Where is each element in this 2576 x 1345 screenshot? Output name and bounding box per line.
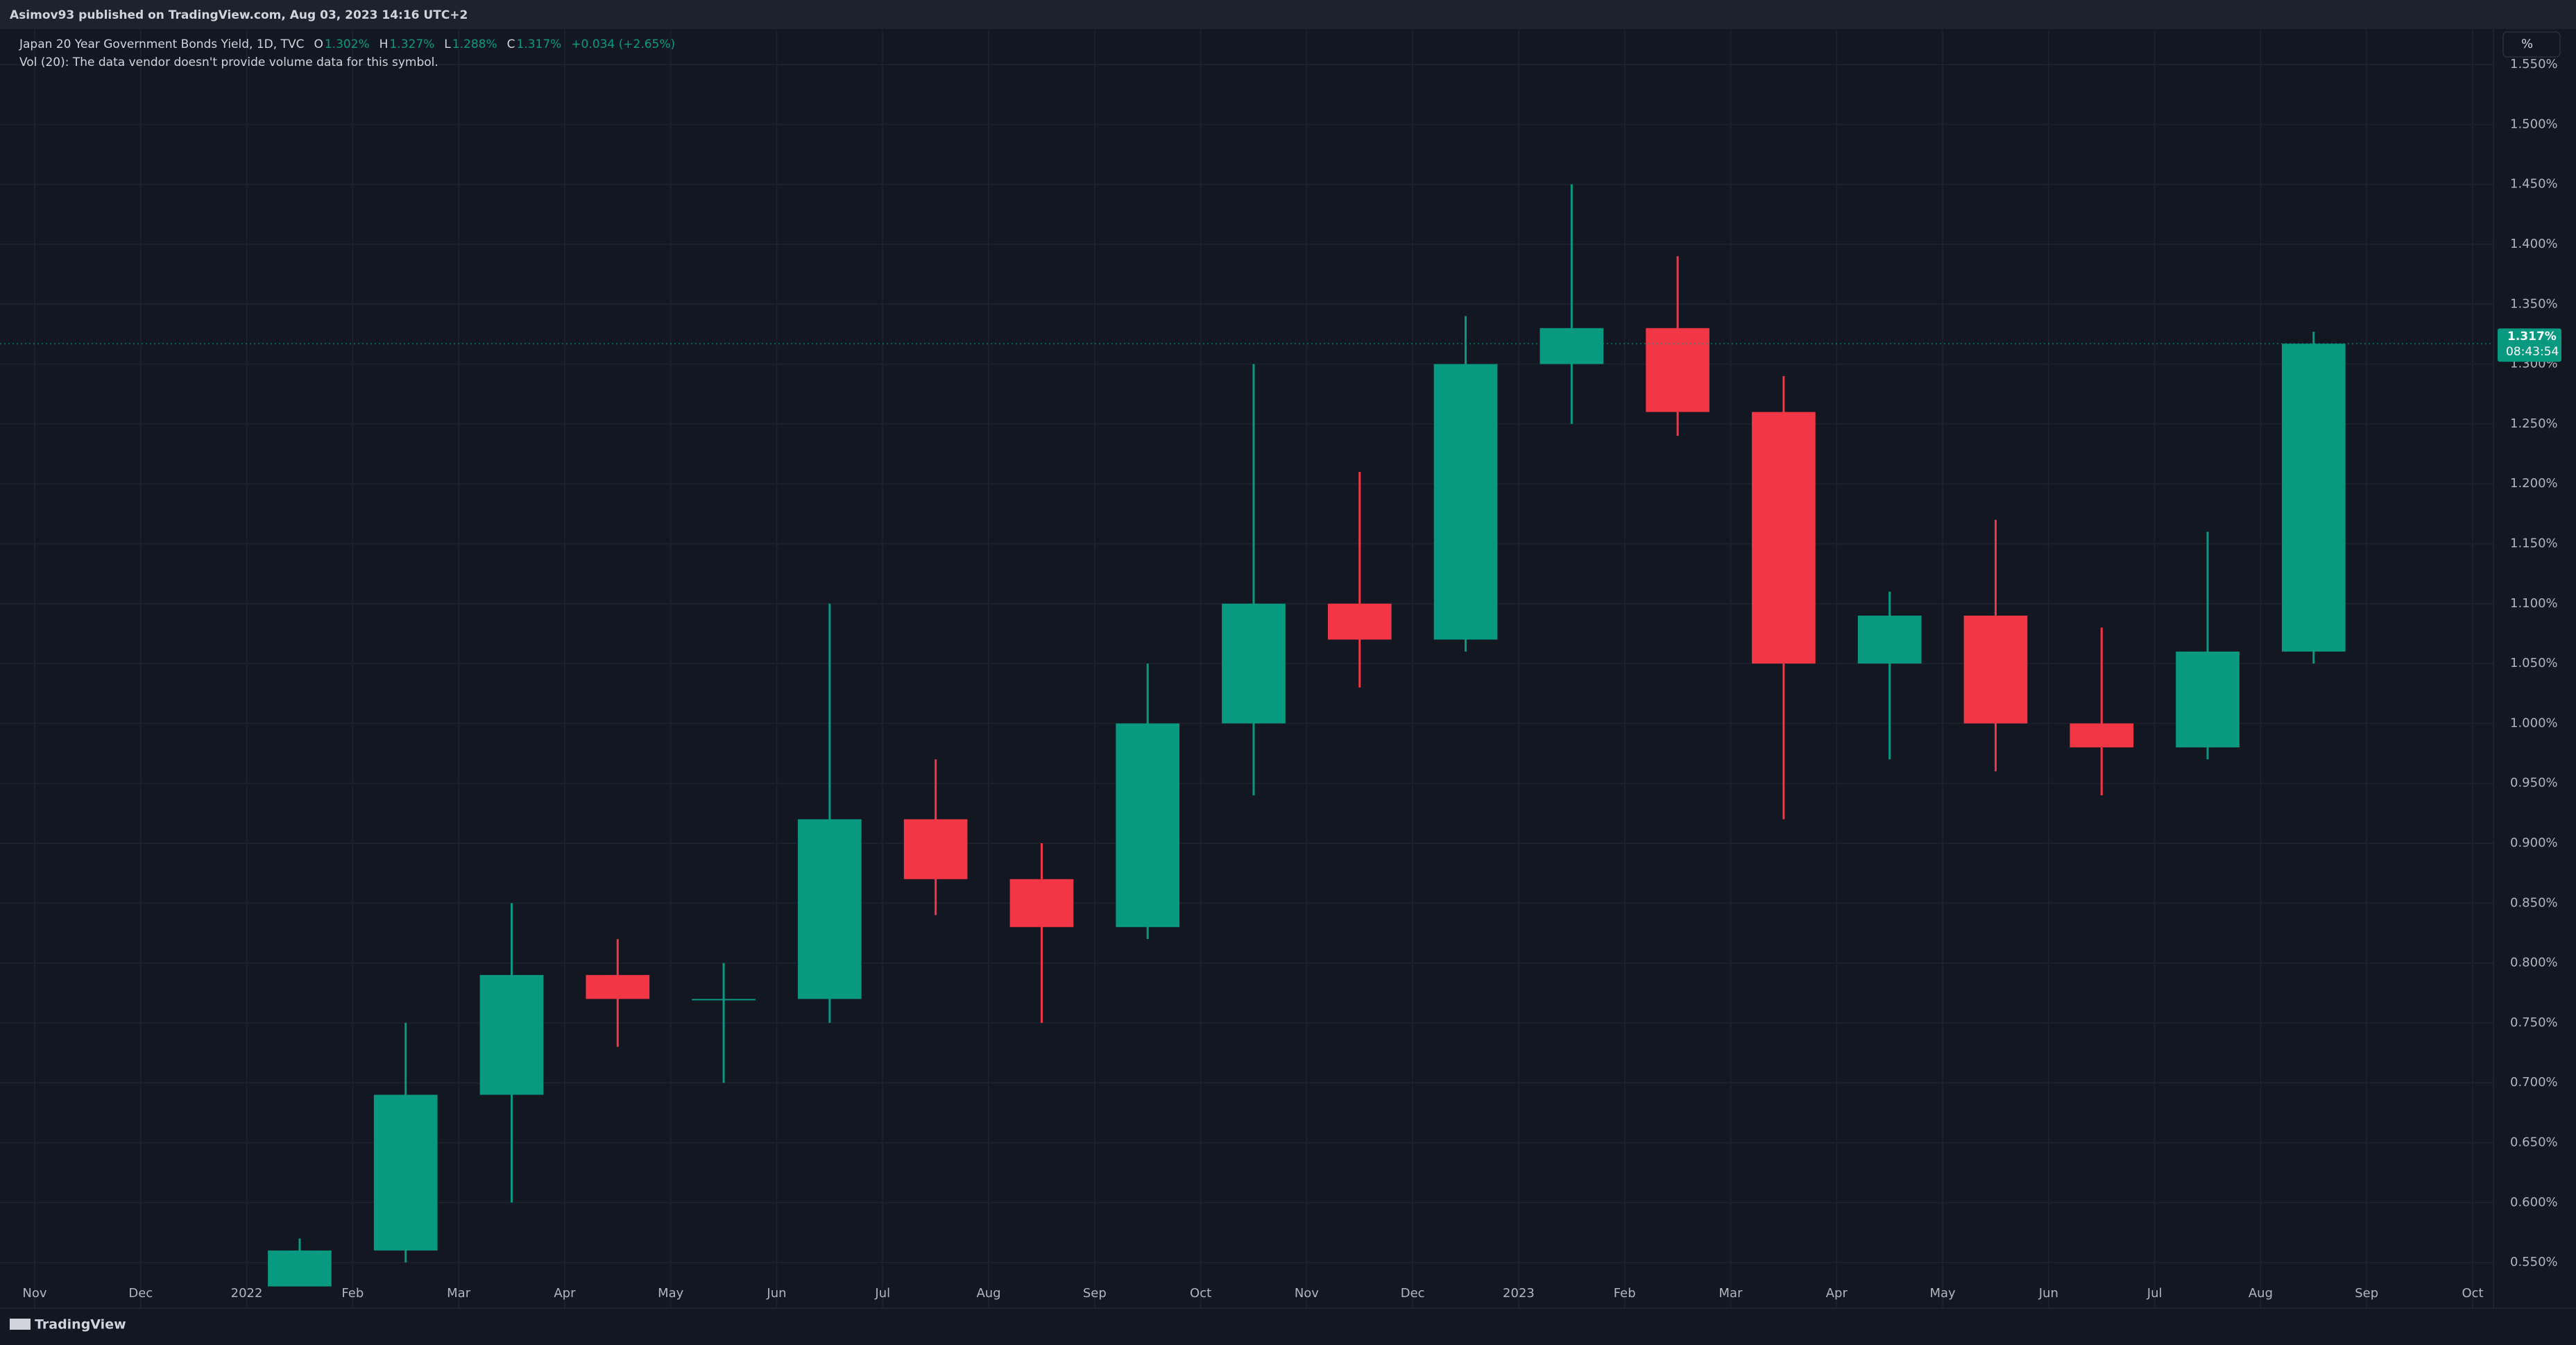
- legend-l-key: L: [444, 37, 451, 51]
- x-tick-label: Nov: [1295, 1286, 1319, 1301]
- last-price-label: 1.317%: [2507, 330, 2557, 344]
- x-tick-label: Mar: [1719, 1286, 1743, 1301]
- countdown: 08:43:54: [2506, 345, 2559, 359]
- candle-body: [479, 974, 544, 1095]
- y-tick-label: 0.650%: [2510, 1135, 2558, 1150]
- candle-body: [373, 1094, 438, 1251]
- x-tick-label: Apr: [1826, 1286, 1848, 1301]
- y-tick-label: 0.750%: [2510, 1015, 2558, 1030]
- candle-body: [1222, 603, 1286, 724]
- x-tick-label: Aug: [976, 1286, 1000, 1301]
- candle-body: [586, 974, 650, 999]
- y-tick-label: 1.450%: [2510, 177, 2558, 192]
- x-tick-label: Nov: [22, 1286, 46, 1301]
- x-tick-label: Mar: [447, 1286, 471, 1301]
- y-tick-label: 1.350%: [2510, 296, 2558, 311]
- x-tick-label: Oct: [1190, 1286, 1211, 1301]
- x-tick-label: Feb: [341, 1286, 364, 1301]
- candle-body: [2070, 723, 2134, 747]
- x-tick-label: Jun: [766, 1286, 786, 1301]
- candle-body: [1327, 603, 1392, 640]
- legend: Japan 20 Year Government Bonds Yield, 1D…: [19, 37, 675, 51]
- y-tick-label: 1.200%: [2510, 476, 2558, 491]
- y-tick-label: 1.400%: [2510, 237, 2558, 251]
- legend-symbol: Japan 20 Year Government Bonds Yield, 1D…: [19, 37, 304, 51]
- y-tick-label: 1.100%: [2510, 596, 2558, 611]
- y-tick-label: 0.950%: [2510, 776, 2558, 790]
- candle-body: [2281, 344, 2346, 652]
- y-tick-label: 0.600%: [2510, 1195, 2558, 1210]
- x-tick-label: 2023: [1503, 1286, 1535, 1301]
- axes: 0.550% 0.600% 0.650% 0.700% 0.750% 0.800% 0.85…: [22, 57, 2557, 1301]
- x-tick-label: Dec: [128, 1286, 153, 1301]
- y-tick-label: 1.550%: [2510, 57, 2558, 71]
- candle-body: [1646, 328, 1709, 412]
- legend-c-key: C: [507, 37, 515, 51]
- candle-body: [268, 1250, 332, 1287]
- candle-body: [1433, 364, 1498, 640]
- y-tick-label: 0.700%: [2510, 1075, 2558, 1090]
- y-tick-label: 1.050%: [2510, 656, 2558, 670]
- candle-body: [692, 999, 756, 1001]
- x-tick-label: 2022: [231, 1286, 263, 1301]
- x-tick-label: May: [1929, 1286, 1956, 1301]
- x-tick-label: Jun: [2038, 1286, 2058, 1301]
- legend-h-key: H: [379, 37, 389, 51]
- x-tick-label: Sep: [1083, 1286, 1107, 1301]
- legend-c: 1.317%: [516, 37, 561, 51]
- y-tick-label: 1.150%: [2510, 536, 2558, 550]
- candle-body: [1857, 616, 1922, 664]
- y-tick-label: 0.550%: [2510, 1255, 2558, 1269]
- legend-o: 1.302%: [325, 37, 370, 51]
- legend-l: 1.288%: [452, 37, 497, 51]
- brand-text: TradingView: [35, 1317, 126, 1333]
- y-tick-label: 0.850%: [2510, 895, 2558, 910]
- candle-body: [798, 819, 862, 999]
- last-price-box: [2498, 328, 2561, 362]
- candle-body: [1009, 879, 1074, 927]
- x-tick-label: Jul: [2147, 1286, 2163, 1301]
- candle-body: [1116, 723, 1180, 927]
- scale-button-label[interactable]: %: [2521, 37, 2533, 51]
- brand: TradingView: [10, 1317, 126, 1333]
- legend-change: +0.034 (+2.65%): [571, 37, 675, 51]
- legend-h: 1.327%: [389, 37, 434, 51]
- plot: [0, 30, 2493, 1308]
- top-bar: [0, 0, 2576, 29]
- candle-body: [1963, 616, 2028, 724]
- x-tick-label: May: [658, 1286, 684, 1301]
- legend-o-key: O: [314, 37, 323, 51]
- scale-button[interactable]: [2502, 31, 2561, 58]
- candle-body: [1752, 412, 1816, 664]
- y-tick-label: 1.250%: [2510, 416, 2558, 431]
- x-tick-label: Sep: [2355, 1286, 2378, 1301]
- x-tick-label: Oct: [2462, 1286, 2483, 1301]
- candle-body: [1539, 328, 1604, 364]
- candle-body: [903, 819, 968, 879]
- candle-body: [2176, 651, 2240, 747]
- y-tick-label: 1.500%: [2510, 117, 2558, 131]
- y-tick-label: 1.000%: [2510, 716, 2558, 730]
- publisher: Asimov93 published on TradingView.com, A…: [10, 8, 468, 22]
- x-tick-label: Feb: [1614, 1286, 1636, 1301]
- x-tick-label: Apr: [554, 1286, 576, 1301]
- x-tick-label: Jul: [874, 1286, 890, 1301]
- y-tick-label: 0.900%: [2510, 836, 2558, 850]
- volume-note: Vol (20): The data vendor doesn't provid…: [19, 56, 438, 69]
- x-tick-label: Aug: [2249, 1286, 2273, 1301]
- brand-logo: [10, 1319, 31, 1330]
- y-tick-label: 0.800%: [2510, 956, 2558, 970]
- x-tick-label: Dec: [1401, 1286, 1425, 1301]
